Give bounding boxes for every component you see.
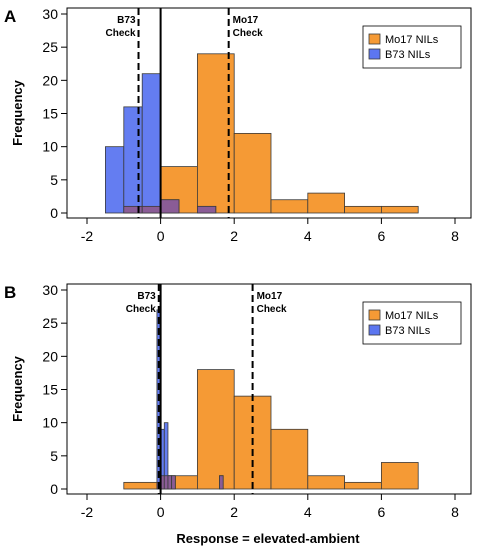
- x-tick-label: 4: [304, 504, 312, 520]
- y-tick-label: 5: [50, 172, 58, 188]
- mo17-bar: [344, 205, 382, 214]
- y-axis-title: Frequency: [10, 355, 25, 422]
- overlap-bar: [141, 205, 161, 214]
- y-tick-label: 25: [42, 39, 58, 55]
- x-tick-label: 8: [451, 228, 459, 244]
- mo17-check-label: Mo17: [233, 15, 259, 26]
- x-tick-label: 0: [157, 228, 165, 244]
- overlap-bar: [160, 199, 180, 214]
- x-tick-label: 4: [304, 228, 312, 244]
- b73-check-label: Check: [126, 304, 156, 315]
- legend-swatch: [368, 309, 381, 321]
- x-tick-label: 8: [451, 504, 459, 520]
- x-tick-label: 6: [378, 504, 386, 520]
- overlap-bar: [163, 475, 169, 490]
- y-tick-label: 0: [50, 481, 58, 497]
- mo17-bar: [380, 205, 419, 214]
- x-tick-label: -2: [81, 228, 94, 244]
- y-tick-label: 20: [42, 72, 58, 88]
- mo17-bar: [270, 428, 309, 490]
- overlap-bar: [219, 475, 224, 490]
- mo17-bar: [196, 369, 235, 490]
- panel-label: A: [4, 7, 16, 26]
- panel-label: B: [4, 283, 16, 302]
- shared-x-axis-title: Response = elevated-ambient: [176, 531, 360, 546]
- overlap-bar: [171, 475, 176, 490]
- y-tick-label: 30: [42, 6, 58, 22]
- x-tick-label: 0: [157, 504, 165, 520]
- mo17-bar: [307, 475, 345, 490]
- b73-check-label: B73: [137, 291, 156, 302]
- legend-label: Mo17 NILs: [385, 34, 439, 46]
- y-tick-label: 0: [50, 205, 58, 221]
- legend-label: B73 NILs: [385, 325, 431, 337]
- overlap-bar: [196, 205, 217, 214]
- legend-label: Mo17 NILs: [385, 310, 439, 322]
- y-tick-label: 10: [42, 415, 58, 431]
- b73-bar: [105, 146, 125, 214]
- mo17-check-label: Mo17: [257, 291, 283, 302]
- y-tick-label: 25: [42, 315, 58, 331]
- mo17-bar: [344, 481, 382, 490]
- b73-check-label: Check: [106, 28, 136, 39]
- legend-box: [362, 301, 462, 345]
- y-tick-label: 20: [42, 348, 58, 364]
- legend-swatch: [368, 324, 381, 336]
- x-tick-label: 2: [230, 504, 238, 520]
- y-tick-label: 5: [50, 448, 58, 464]
- mo17-bar: [380, 462, 419, 490]
- y-tick-label: 15: [42, 382, 58, 398]
- b73-check-label: B73: [117, 15, 136, 26]
- mo17-bar: [307, 192, 345, 214]
- mo17-check-label: Check: [233, 28, 263, 39]
- y-tick-label: 15: [42, 106, 58, 122]
- overlap-bar: [167, 475, 173, 490]
- mo17-bar: [123, 481, 162, 490]
- y-tick-label: 30: [42, 282, 58, 298]
- legend-label: B73 NILs: [385, 49, 431, 61]
- mo17-check-label: Check: [257, 304, 287, 315]
- mo17-bar: [233, 132, 272, 214]
- y-tick-label: 10: [42, 139, 58, 155]
- histogram-panel-b: B 0 5 10 15 20 25 30 -2 0 2 4 6 8 Frequency B73 Check Mo1…: [4, 282, 472, 520]
- y-axis-title: Frequency: [10, 79, 25, 146]
- legend-swatch: [368, 48, 381, 60]
- x-tick-label: 2: [230, 228, 238, 244]
- x-tick-label: -2: [81, 504, 94, 520]
- x-tick-label: 6: [378, 228, 386, 244]
- histogram-panel-a: A 0 5 10 15 20 25 30 -2 0 2 4 6 8 Frequency B73 Check Mo1…: [4, 6, 472, 244]
- mo17-bar: [270, 199, 309, 214]
- legend-swatch: [368, 33, 381, 45]
- b73-bar: [141, 73, 161, 214]
- legend-box: [362, 25, 462, 69]
